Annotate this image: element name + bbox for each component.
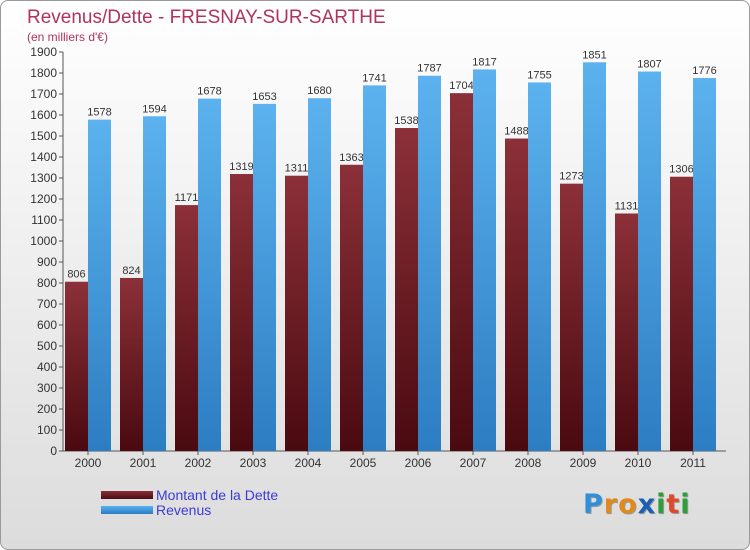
- x-tick-label: 2000: [75, 456, 102, 470]
- bar-dette: [615, 213, 638, 451]
- bar-value-label: 1273: [559, 171, 583, 183]
- bar-revenus: [363, 85, 386, 451]
- y-tick-label: 0: [50, 444, 57, 458]
- bar-revenus: [473, 69, 496, 452]
- y-tick-label: 900: [37, 255, 57, 269]
- bar-revenus: [253, 103, 276, 452]
- y-tick-label: 1700: [30, 87, 57, 101]
- y-tick-label: 400: [37, 360, 57, 374]
- bar-revenus: [638, 71, 661, 451]
- bar-revenus: [528, 82, 551, 451]
- bar-revenus: [308, 98, 331, 451]
- bar-value-label: 1538: [394, 115, 418, 127]
- bar-value-label: 1787: [417, 63, 441, 75]
- bar-value-label: 1171: [175, 192, 199, 204]
- y-tick-label: 800: [37, 276, 57, 290]
- bar-value-label: 1653: [252, 91, 276, 103]
- bar-value-label: 1741: [362, 72, 386, 84]
- y-tick-label: 500: [37, 339, 57, 353]
- x-tick-label: 2008: [515, 456, 542, 470]
- bar-dette: [670, 176, 693, 452]
- bar-dette: [395, 128, 418, 451]
- x-tick-label: 2007: [460, 456, 487, 470]
- bar-dette: [175, 205, 198, 451]
- logo-letter: t: [666, 489, 681, 520]
- y-tick-label: 1500: [30, 129, 57, 143]
- x-tick-label: 2006: [405, 456, 432, 470]
- y-tick-label: 1300: [30, 171, 57, 185]
- x-tick-label: 2004: [295, 456, 322, 470]
- y-tick-label: 100: [37, 423, 57, 437]
- bar-value-label: 1817: [472, 56, 496, 68]
- y-tick-label: 200: [37, 402, 57, 416]
- bar-revenus: [693, 78, 716, 451]
- legend-label-revenus: Revenus: [156, 502, 212, 518]
- bar-dette: [120, 277, 143, 451]
- bar-dette: [450, 93, 473, 451]
- y-tick-label: 1600: [30, 108, 57, 122]
- legend-label-dette: Montant de la Dette: [156, 487, 279, 503]
- x-tick-label: 2005: [350, 456, 377, 470]
- bar-value-label: 1776: [692, 65, 716, 77]
- logo-letter: i: [680, 489, 691, 520]
- bar-dette: [340, 164, 363, 451]
- logo-letter: r: [603, 489, 619, 520]
- bar-value-label: 1363: [339, 152, 363, 164]
- bar-value-label: 1680: [307, 85, 331, 97]
- bar-value-label: 824: [122, 265, 140, 277]
- bar-value-label: 1488: [504, 126, 528, 138]
- x-tick-label: 2002: [185, 456, 212, 470]
- y-tick-label: 300: [37, 381, 57, 395]
- y-tick-label: 1000: [30, 234, 57, 248]
- bar-revenus: [88, 119, 111, 452]
- bar-value-label: 806: [67, 269, 85, 281]
- x-tick-label: 2009: [570, 456, 597, 470]
- chart-subtitle: (en milliers d'€): [27, 30, 108, 44]
- bar-revenus: [418, 75, 441, 451]
- y-tick-label: 1400: [30, 150, 57, 164]
- y-tick-label: 600: [37, 318, 57, 332]
- bar-revenus: [143, 116, 166, 451]
- bar-value-label: 1807: [637, 59, 661, 71]
- bar-dette: [285, 175, 308, 451]
- bar-value-label: 1678: [197, 86, 221, 98]
- logo-letter: i: [656, 489, 667, 520]
- legend-swatch-revenus: [101, 506, 153, 514]
- bar-value-label: 1704: [449, 80, 473, 92]
- bar-revenus: [198, 98, 221, 452]
- bar-value-label: 1851: [582, 49, 606, 61]
- proxiti-logo: Proxiti: [583, 489, 691, 520]
- bar-value-label: 1594: [142, 103, 166, 115]
- bar-value-label: 1311: [285, 163, 309, 175]
- y-tick-label: 1900: [30, 45, 57, 59]
- logo-letter: o: [618, 489, 638, 520]
- legend-swatch-dette: [101, 491, 153, 499]
- bar-dette: [230, 174, 253, 451]
- y-tick-label: 700: [37, 297, 57, 311]
- bar-value-label: 1755: [527, 69, 551, 81]
- x-tick-label: 2001: [130, 456, 157, 470]
- bar-value-label: 1131: [615, 200, 639, 212]
- bar-dette: [65, 281, 88, 451]
- logo-letter: x: [637, 489, 657, 520]
- x-tick-label: 2011: [680, 456, 706, 470]
- bar-value-label: 1319: [229, 161, 253, 173]
- x-tick-label: 2003: [240, 456, 267, 470]
- bar-dette: [505, 138, 528, 451]
- bar-revenus: [583, 62, 606, 451]
- y-tick-label: 1800: [30, 66, 57, 80]
- bar-value-label: 1306: [669, 164, 693, 176]
- bar-dette: [560, 183, 583, 452]
- logo-letter: P: [583, 489, 604, 520]
- x-tick-label: 2010: [625, 456, 652, 470]
- y-tick-label: 1100: [31, 213, 57, 227]
- chart-title: Revenus/Dette - FRESNAY-SUR-SARTHE: [27, 7, 386, 28]
- bar-value-label: 1578: [87, 107, 111, 119]
- y-tick-label: 1200: [30, 192, 57, 206]
